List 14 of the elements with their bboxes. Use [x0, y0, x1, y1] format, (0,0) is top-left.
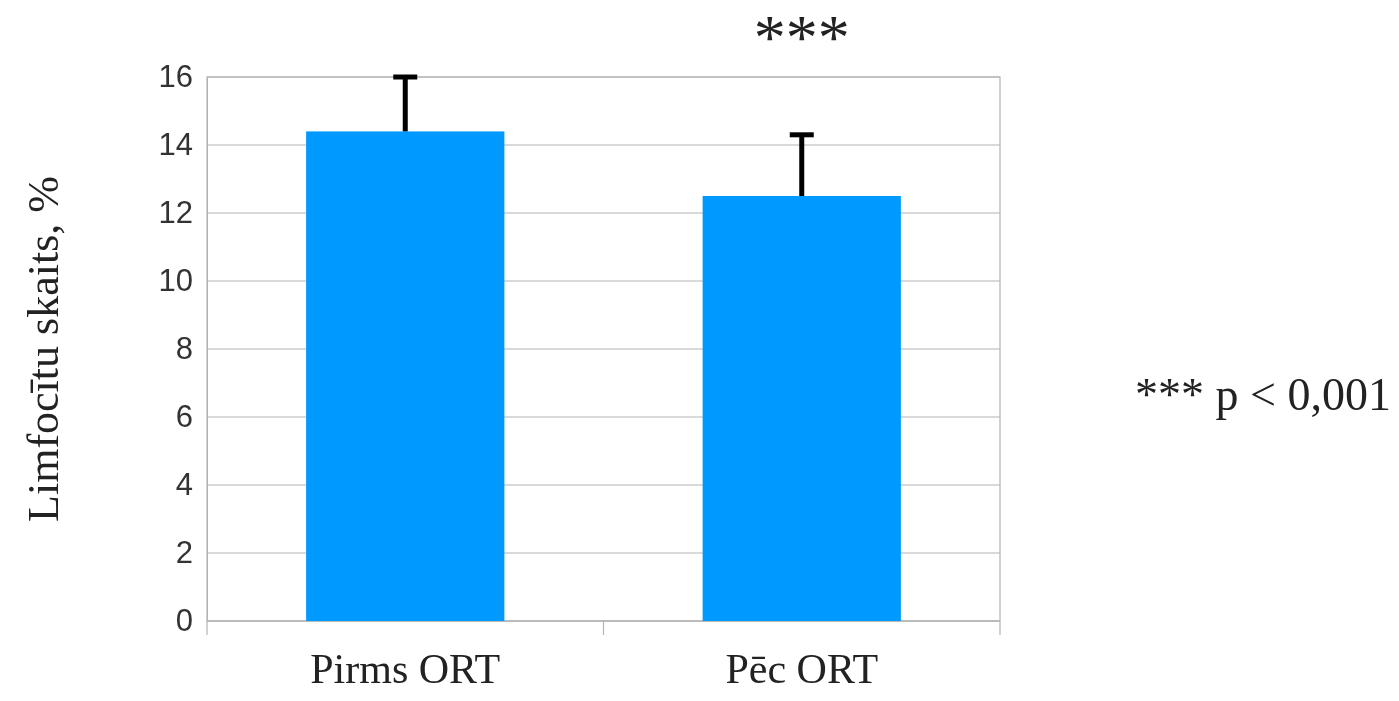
y-tick-label: 4: [175, 467, 193, 503]
text: *** p < 0,001: [1135, 369, 1391, 420]
y-tick-label: 16: [158, 59, 193, 95]
x-tick-label: Pirms ORT: [310, 646, 501, 692]
y-tick-label: 8: [175, 331, 193, 367]
y-tick-label: 10: [158, 263, 193, 299]
y-tick-label: 0: [175, 603, 193, 639]
y-tick-label: 12: [158, 195, 193, 231]
y-tick-label: 14: [158, 127, 193, 163]
annotation: ***: [753, 2, 850, 74]
y-tick-label: 6: [175, 399, 193, 435]
y-axis-title: Limfocītu skaits, %: [19, 176, 68, 522]
x-tick-label: Pēc ORT: [725, 646, 879, 692]
y-tick-label: 2: [175, 535, 193, 571]
